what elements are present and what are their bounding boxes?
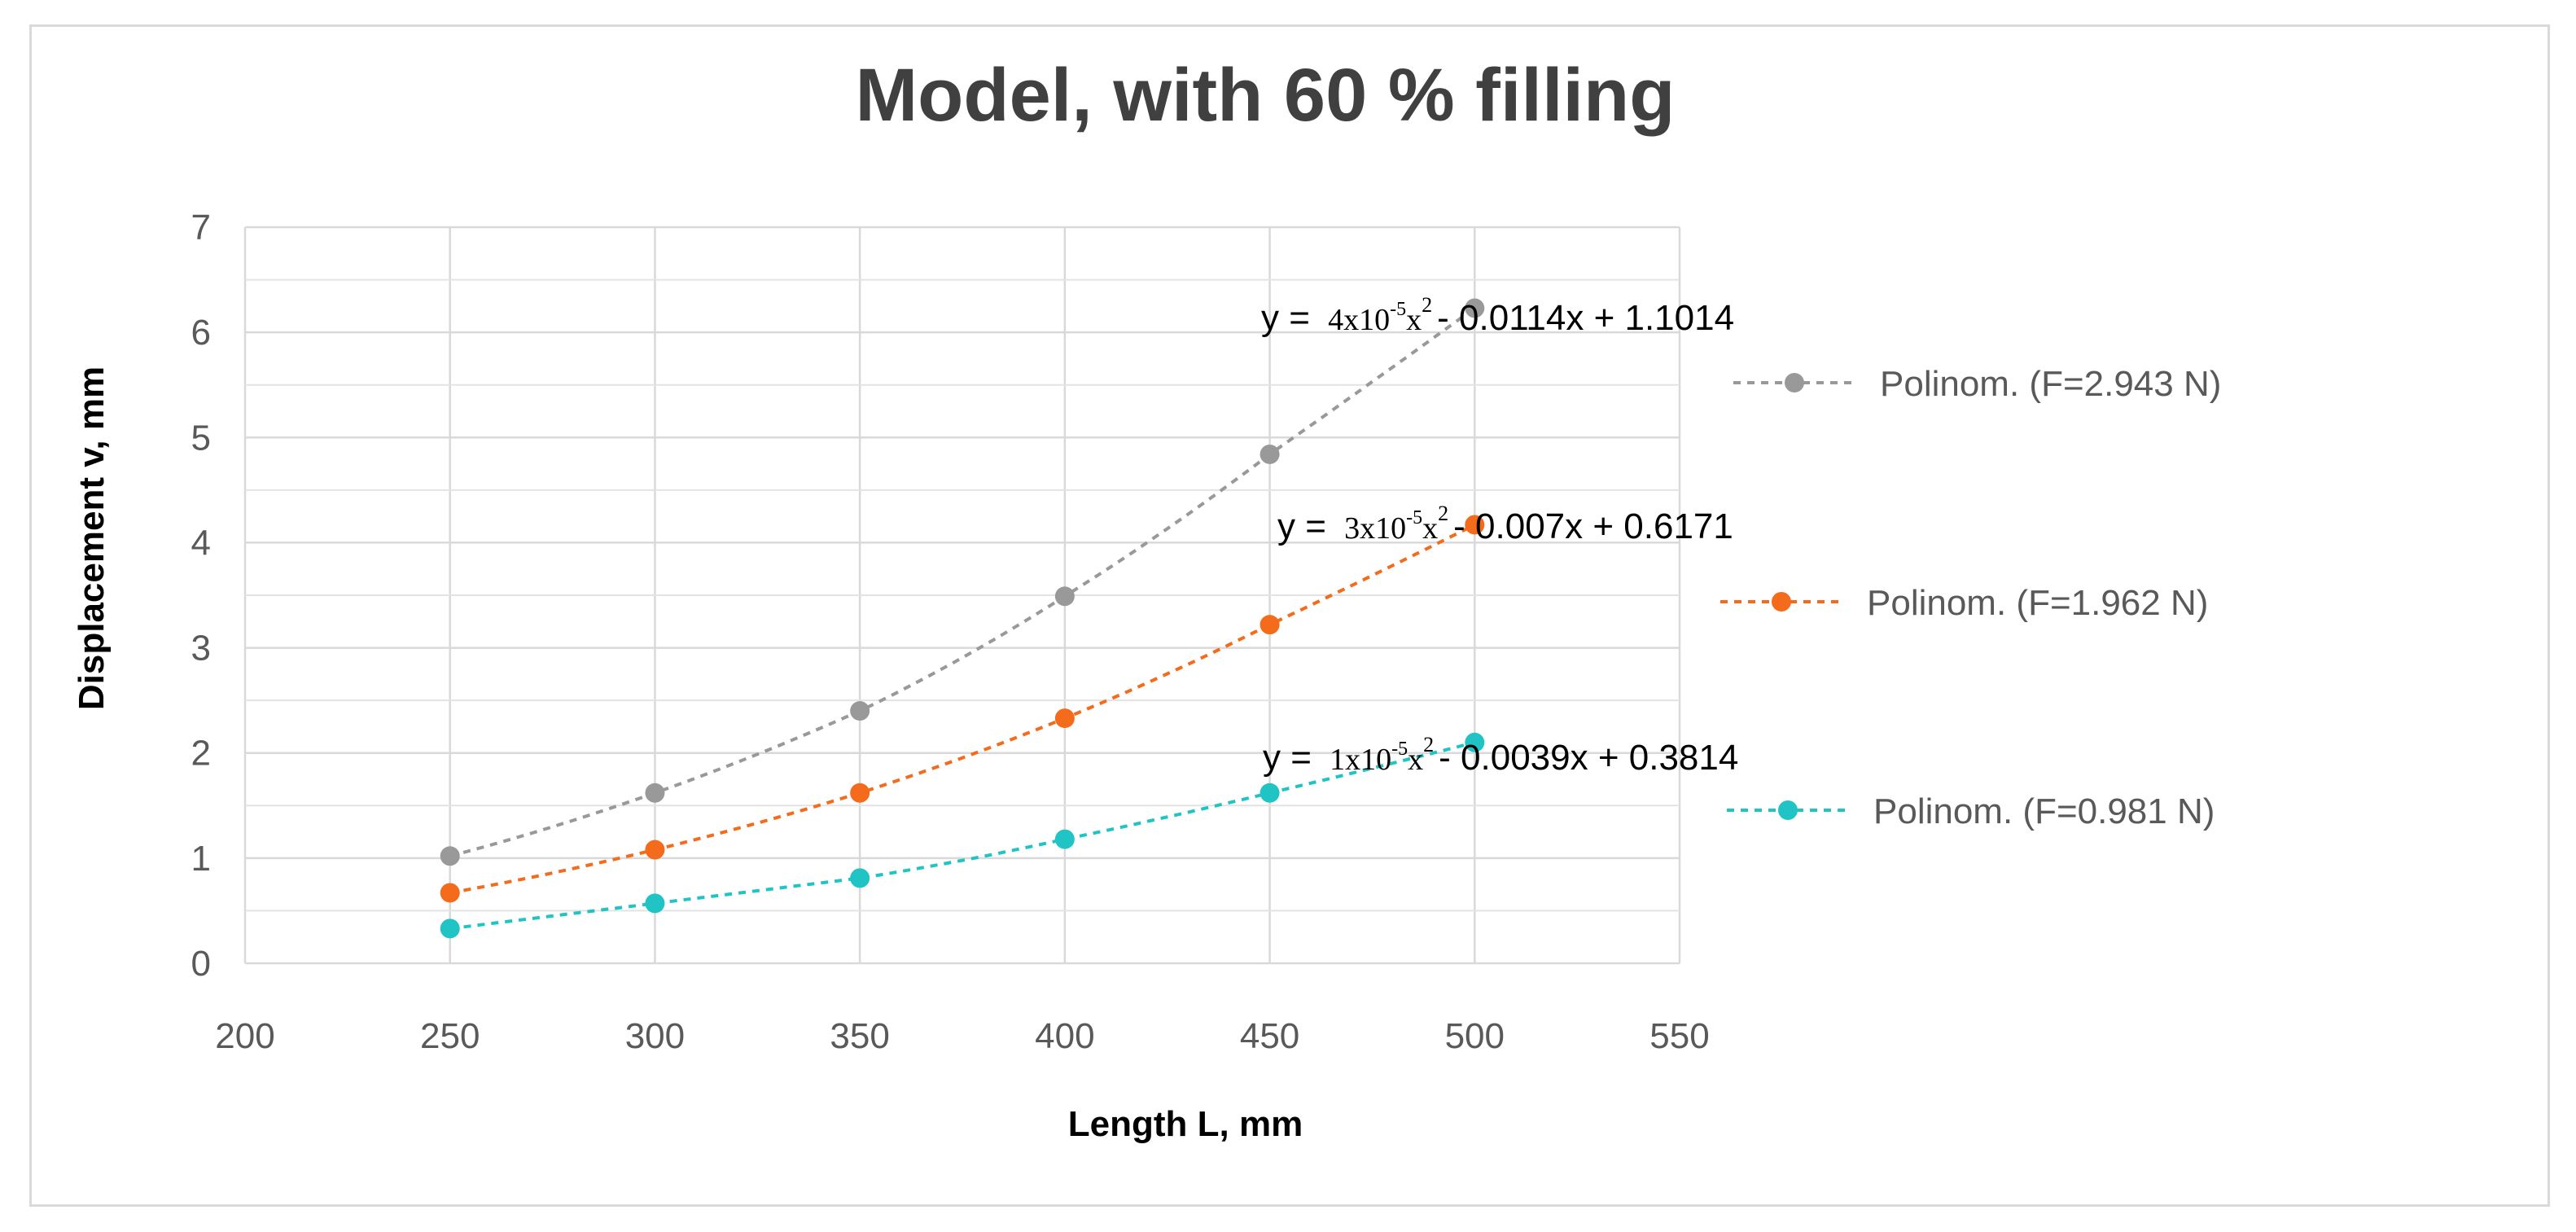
data-point-series-3 (1260, 783, 1280, 803)
legend-label: Polinom. (F=0.981 N) (1873, 791, 2215, 831)
point-layer (440, 298, 1485, 939)
trendline-equation-3: y = 1x10-5x2- 0.0039x + 0.3814 (1263, 733, 1738, 778)
data-point-series-2 (1054, 708, 1075, 729)
legend-layer: Polinom. (F=2.943 N) Polinom. (F=1.962 N)… (1720, 364, 2221, 831)
y-tick-label: 2 (191, 734, 211, 774)
y-tick-label: 6 (191, 313, 211, 353)
trendline-series-1 (449, 306, 1476, 858)
data-point-series-1 (1260, 444, 1280, 464)
data-point-series-3 (1054, 829, 1075, 849)
data-point-series-3 (645, 893, 665, 914)
legend-label: Polinom. (F=1.962 N) (1867, 583, 2208, 623)
legend-entry-2[interactable]: Polinom. (F=1.962 N) (1720, 583, 2208, 623)
data-point-series-3 (1465, 732, 1485, 752)
y-tick-label: 5 (191, 418, 211, 458)
data-point-series-1 (440, 846, 460, 866)
y-tick-label: 4 (191, 523, 211, 563)
legend-label: Polinom. (F=2.943 N) (1880, 364, 2221, 404)
x-tick-label: 550 (1649, 1016, 1709, 1056)
x-tick-label: 450 (1240, 1016, 1299, 1056)
data-point-series-1 (850, 701, 870, 721)
data-point-series-2 (645, 840, 665, 860)
data-point-series-1 (1054, 586, 1075, 607)
data-point-series-1 (645, 783, 665, 803)
chart-svg: Model, with 60 % filling 200 250 300 350 400… (72, 54, 2221, 1144)
data-point-series-2 (850, 783, 870, 803)
legend-marker (1785, 373, 1804, 392)
axis-layer: 200 250 300 350 400 450 500 550 0 1 2 3 4 5 6 7 (191, 208, 1710, 1056)
legend-marker (1778, 800, 1798, 820)
trendline-equation-2: y = 3x10-5x2- 0.007x + 0.6171 (1277, 502, 1733, 546)
x-tick-label: 250 (420, 1016, 480, 1056)
x-tick-label: 400 (1035, 1016, 1094, 1056)
equation-layer: y = 4x10-5x2- 0.0114x + 1.1014 y = 3x10-5… (1261, 293, 1738, 778)
data-point-series-3 (850, 868, 870, 888)
data-point-series-2 (1260, 615, 1280, 635)
data-point-series-3 (440, 919, 460, 939)
x-tick-label: 200 (215, 1016, 274, 1056)
x-tick-label: 350 (830, 1016, 889, 1056)
trendline-series-3 (449, 740, 1475, 931)
x-axis-title: Length L, mm (1068, 1104, 1303, 1144)
grid-layer (243, 226, 1681, 965)
legend-entry-1[interactable]: Polinom. (F=2.943 N) (1733, 364, 2221, 404)
x-tick-label: 500 (1445, 1016, 1505, 1056)
data-point-series-2 (1465, 515, 1485, 535)
y-tick-label: 0 (191, 944, 211, 984)
y-tick-label: 1 (191, 839, 211, 879)
chart-frame: Model, with 60 % filling 200 250 300 350 400… (29, 24, 2550, 1207)
x-tick-label: 300 (625, 1016, 685, 1056)
data-point-series-1 (1465, 298, 1485, 318)
legend-marker (1772, 592, 1791, 612)
trendline-series-2 (449, 523, 1476, 895)
chart-title: Model, with 60 % filling (856, 54, 1676, 137)
trend-layer (449, 306, 1476, 931)
legend-entry-3[interactable]: Polinom. (F=0.981 N) (1727, 791, 2215, 831)
trendline-equation-1: y = 4x10-5x2- 0.0114x + 1.1014 (1261, 293, 1734, 338)
y-tick-label: 3 (191, 629, 211, 669)
data-point-series-2 (440, 883, 460, 903)
y-tick-label: 7 (191, 208, 211, 248)
y-axis-title: Displacement v, mm (72, 366, 112, 710)
